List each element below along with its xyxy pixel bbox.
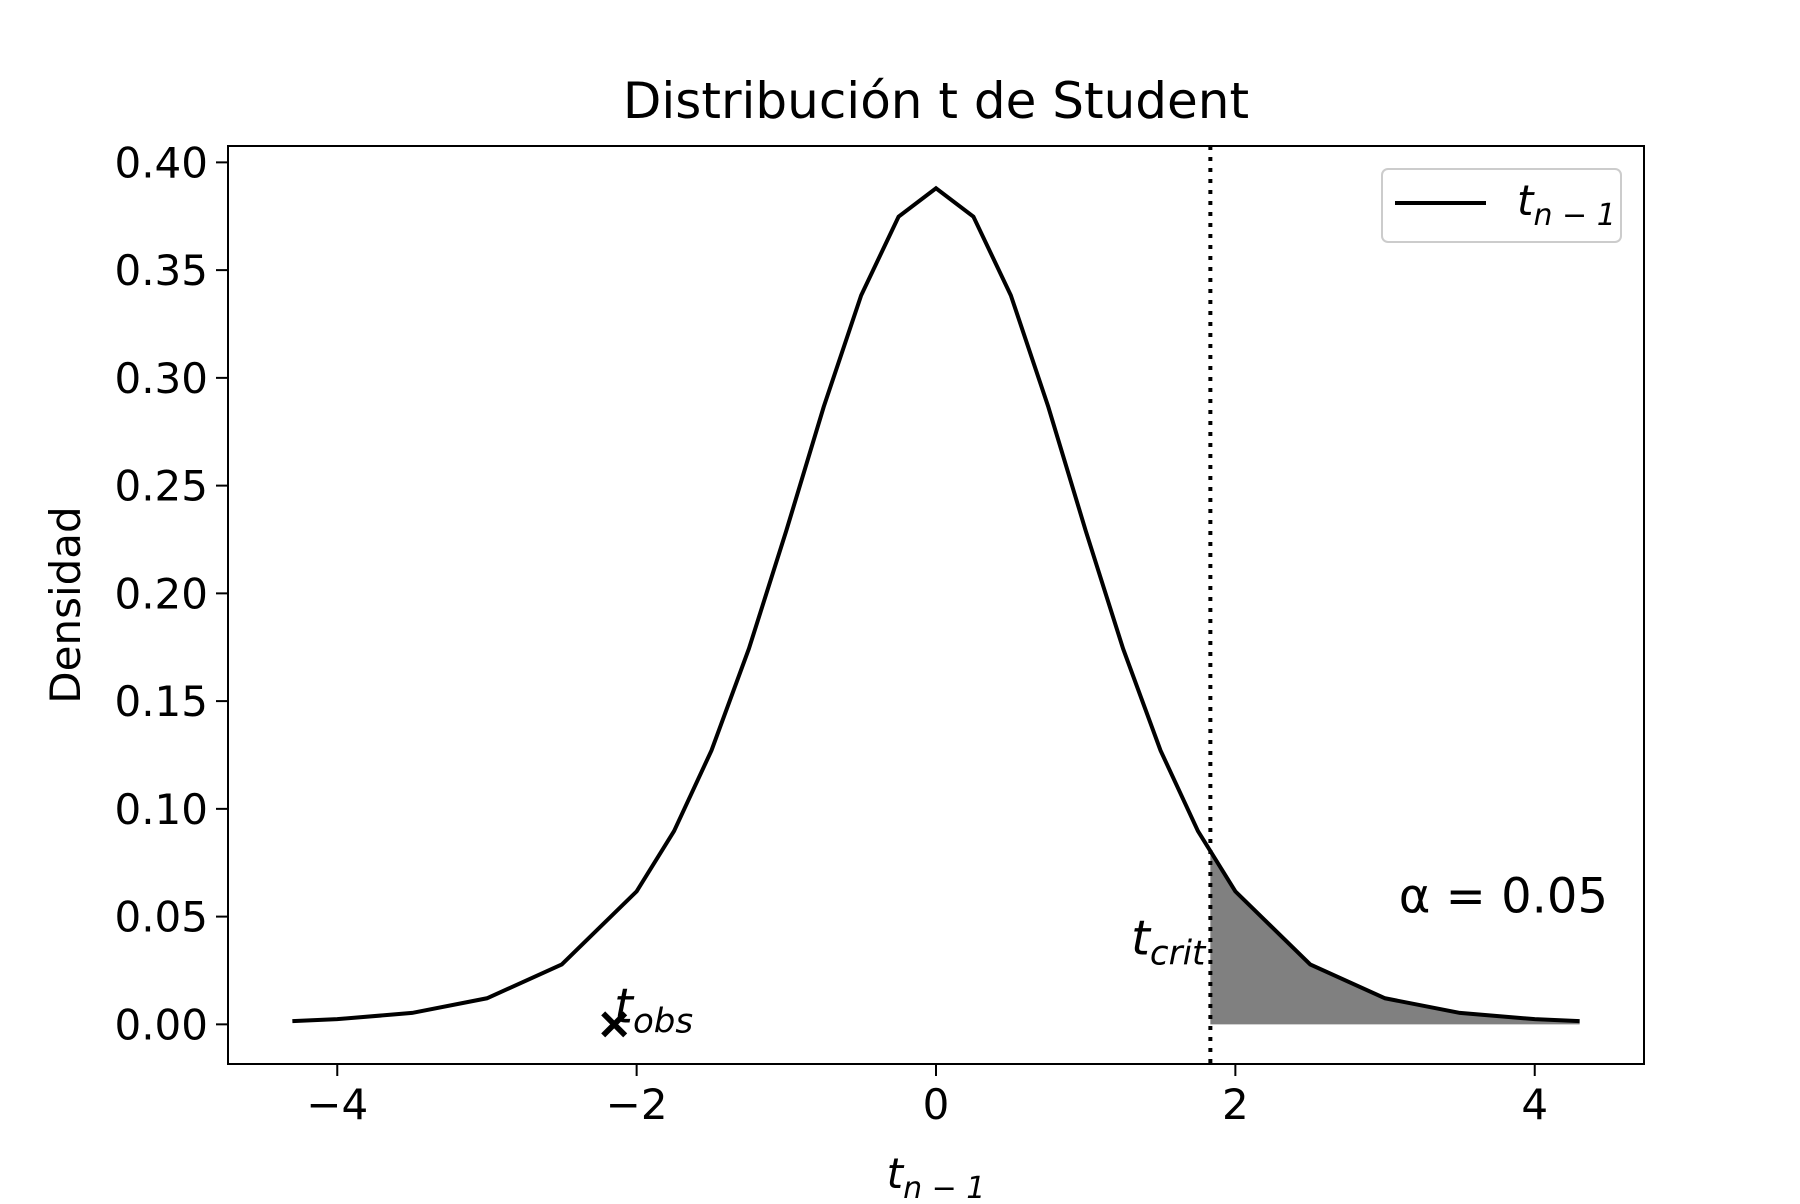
legend-label-base: t bbox=[1517, 176, 1535, 225]
x-tick-label: 2 bbox=[1222, 1080, 1249, 1129]
y-tick-label: 0.00 bbox=[114, 1000, 208, 1049]
y-tick-label: 0.35 bbox=[114, 246, 208, 295]
y-tick-label: 0.15 bbox=[114, 677, 208, 726]
observed-label: tobs bbox=[614, 978, 693, 1041]
x-tick-label: 0 bbox=[923, 1080, 950, 1129]
chart-title: Distribución t de Student bbox=[623, 72, 1249, 130]
observed-label-base: t bbox=[614, 978, 635, 1034]
critical-label: tcrit bbox=[1131, 910, 1207, 973]
critical-label-sub: crit bbox=[1150, 933, 1207, 973]
y-tick-label: 0.40 bbox=[114, 138, 208, 187]
alpha-label: α = 0.05 bbox=[1399, 868, 1608, 924]
y-tick-label: 0.25 bbox=[114, 462, 208, 511]
plot-frame bbox=[227, 145, 1645, 1065]
x-axis-label: tn − 1 bbox=[887, 1149, 986, 1200]
observed-marker bbox=[601, 1011, 628, 1038]
y-tick-label: 0.30 bbox=[114, 354, 208, 403]
x-tick-label: −2 bbox=[606, 1080, 668, 1129]
x-axis-label-sub: n − 1 bbox=[903, 1171, 985, 1200]
x-tick-label: 4 bbox=[1521, 1080, 1548, 1129]
x-tick-label: −4 bbox=[306, 1080, 368, 1129]
y-axis-label: Densidad bbox=[41, 506, 90, 703]
y-tick-label: 0.05 bbox=[114, 893, 208, 942]
y-tick-label: 0.20 bbox=[114, 569, 208, 618]
observed-label-sub: obs bbox=[633, 1001, 693, 1041]
legend-label-sub: n − 1 bbox=[1533, 198, 1615, 233]
legend-label: tn − 1 bbox=[1517, 176, 1616, 233]
x-axis-label-base: t bbox=[887, 1149, 905, 1198]
density-line bbox=[292, 185, 1580, 1024]
critical-label-base: t bbox=[1131, 910, 1152, 966]
y-tick-label: 0.10 bbox=[114, 785, 208, 834]
rejection-area bbox=[1210, 853, 1580, 1025]
legend-box bbox=[1381, 168, 1622, 243]
